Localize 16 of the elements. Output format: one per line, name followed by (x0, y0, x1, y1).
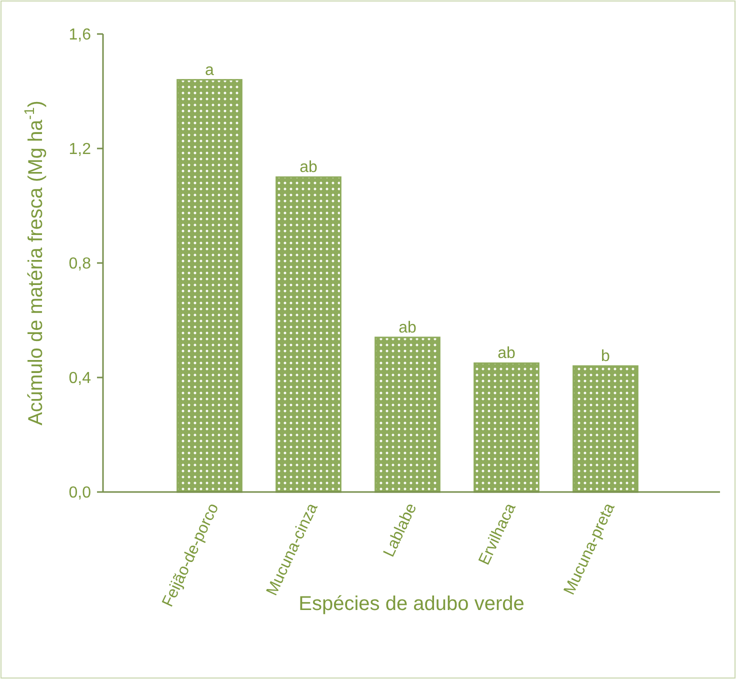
annotation: a (205, 62, 214, 79)
y-tick-label: 1,2 (68, 141, 92, 158)
bar (276, 176, 342, 493)
x-axis-title: Espécies de adubo verde (298, 593, 524, 615)
bar (572, 365, 638, 493)
y-tick-label: 0,8 (68, 256, 92, 273)
bar (176, 79, 242, 493)
annotation: b (601, 348, 610, 366)
bar (374, 336, 440, 493)
annotation: ab (398, 319, 416, 336)
y-tick-label: 0,0 (68, 484, 92, 502)
annotation: ab (300, 159, 318, 176)
annotation: ab (498, 345, 516, 362)
y-tick-label: 0,4 (68, 370, 92, 388)
y-tick-label: 1,6 (68, 26, 92, 44)
bar (474, 362, 540, 493)
